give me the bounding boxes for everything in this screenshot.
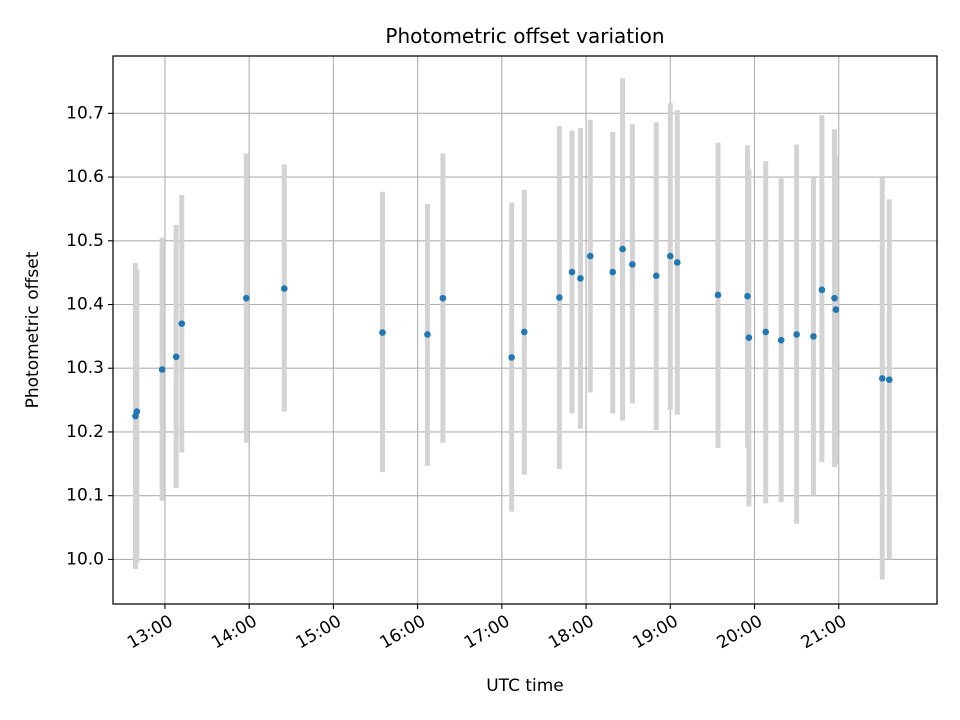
x-axis-label: UTC time (486, 676, 564, 696)
data-points (132, 245, 893, 420)
data-point (810, 333, 817, 340)
data-point (508, 354, 515, 361)
data-point (762, 328, 770, 336)
y-tick-label: 10.4 (66, 295, 104, 315)
data-point (158, 366, 166, 373)
data-point (243, 294, 250, 302)
y-tick-label: 10.5 (66, 231, 104, 251)
y-axis-label: Photometric offset (23, 251, 43, 408)
data-point (424, 331, 431, 338)
data-point (652, 272, 660, 280)
data-point (714, 291, 722, 299)
y-tick-label: 10.6 (66, 167, 104, 187)
data-point (744, 292, 751, 300)
data-point (745, 334, 753, 341)
data-point (666, 252, 674, 260)
data-point (619, 245, 626, 253)
y-tick-label: 10.7 (66, 103, 104, 123)
data-point (885, 376, 893, 384)
y-tick-label: 10.0 (66, 549, 104, 569)
data-point (577, 275, 584, 282)
data-point (280, 285, 288, 292)
data-point (568, 268, 576, 276)
data-point (586, 252, 594, 260)
data-point (379, 329, 386, 336)
data-point (556, 294, 563, 301)
data-point (439, 294, 447, 302)
data-point (609, 268, 617, 276)
data-point (629, 261, 636, 268)
data-point (878, 375, 886, 382)
data-point (520, 328, 528, 336)
y-tick-label: 10.3 (66, 358, 104, 378)
data-point (178, 320, 186, 327)
y-tick-label: 10.1 (66, 486, 104, 506)
plot-frame (112, 55, 938, 605)
data-point (777, 336, 785, 344)
data-point (793, 331, 800, 338)
data-point (674, 259, 681, 266)
data-point (832, 306, 840, 313)
data-point (831, 294, 838, 302)
data-point (172, 353, 180, 361)
chart-title: Photometric offset variation (385, 24, 664, 48)
data-point (133, 408, 141, 415)
data-point (818, 286, 826, 294)
y-tick-label: 10.2 (66, 422, 104, 442)
